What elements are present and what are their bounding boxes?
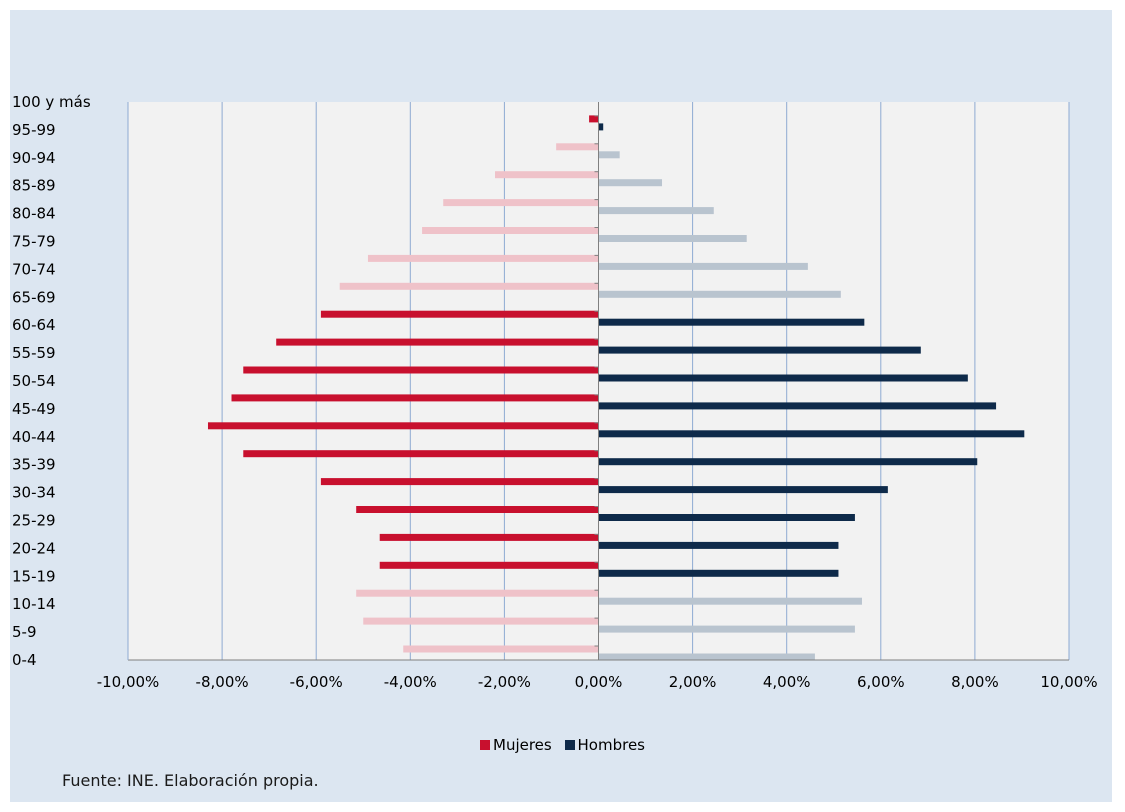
x-tick-label: -6,00% xyxy=(290,673,343,691)
category-label: 5-9 xyxy=(12,623,37,641)
category-label: 10-14 xyxy=(12,595,56,613)
legend-swatch-hombres xyxy=(564,740,575,750)
bar-mujeres-95-99 xyxy=(589,115,599,123)
category-label: 30-34 xyxy=(12,484,56,502)
bar-mujeres-0-4 xyxy=(403,645,599,653)
source-note: Fuente: INE. Elaboración propia. xyxy=(62,771,319,790)
legend-item-hombres: Hombres xyxy=(564,736,645,754)
category-label: 85-89 xyxy=(12,177,56,195)
bar-mujeres-80-84 xyxy=(443,199,599,207)
bar-mujeres-45-49 xyxy=(231,394,599,402)
bar-hombres-10-14 xyxy=(598,597,862,605)
bar-mujeres-60-64 xyxy=(320,310,599,318)
bar-hombres-30-34 xyxy=(598,486,888,494)
bar-mujeres-55-59 xyxy=(276,338,599,346)
bar-hombres-70-74 xyxy=(598,262,808,270)
x-tick-label: -10,00% xyxy=(97,673,160,691)
bar-mujeres-20-24 xyxy=(379,533,599,541)
bar-mujeres-25-29 xyxy=(356,506,599,513)
category-label: 65-69 xyxy=(12,288,56,306)
x-tick-label: 2,00% xyxy=(669,673,717,691)
legend-item-mujeres: Mujeres xyxy=(480,736,552,754)
bar-hombres-55-59 xyxy=(598,346,921,354)
bar-hombres-0-4 xyxy=(598,653,815,661)
bar-hombres-80-84 xyxy=(598,207,714,215)
x-tick-label: 8,00% xyxy=(951,673,999,691)
x-tick-label: 10,00% xyxy=(1040,673,1097,691)
bar-hombres-40-44 xyxy=(598,430,1025,438)
category-label: 95-99 xyxy=(12,121,56,139)
bar-mujeres-40-44 xyxy=(207,422,599,430)
bar-mujeres-70-74 xyxy=(367,254,599,262)
legend-label-hombres: Hombres xyxy=(577,736,645,754)
category-label: 0-4 xyxy=(12,651,37,669)
bar-hombres-75-79 xyxy=(598,235,747,242)
y-category-labels: 0-4 5-9 10-14 15-19 20-24 25-29 30-34 35-39 40-4… xyxy=(12,93,91,669)
axes xyxy=(127,102,1069,661)
category-label: 55-59 xyxy=(12,344,56,362)
category-label: 80-84 xyxy=(12,205,56,223)
legend: Mujeres Hombres xyxy=(0,736,1125,754)
bar-mujeres-90-94 xyxy=(556,143,599,151)
bar-mujeres-50-54 xyxy=(243,366,599,374)
bar-mujeres-65-69 xyxy=(339,282,599,290)
bar-mujeres-75-79 xyxy=(422,227,599,234)
bar-hombres-35-39 xyxy=(598,458,978,466)
x-tick-label: -8,00% xyxy=(196,673,249,691)
category-label: 25-29 xyxy=(12,512,56,530)
bar-hombres-15-19 xyxy=(598,569,839,577)
bar-mujeres-35-39 xyxy=(243,450,599,458)
bars xyxy=(207,115,1025,661)
bar-hombres-85-89 xyxy=(598,179,663,187)
bar-hombres-5-9 xyxy=(598,625,855,633)
category-label: 20-24 xyxy=(12,539,56,557)
category-label: 35-39 xyxy=(12,456,56,474)
bar-hombres-20-24 xyxy=(598,541,839,549)
x-tick-label: 4,00% xyxy=(763,673,811,691)
x-tick-label: -2,00% xyxy=(478,673,531,691)
category-label: 70-74 xyxy=(12,260,56,278)
x-tick-label: 6,00% xyxy=(857,673,905,691)
x-tick-labels: -10,00% -8,00% -6,00% -4,00% -2,00% 0,00% 2,00… xyxy=(97,673,1098,691)
category-label: 50-54 xyxy=(12,372,56,390)
category-label: 45-49 xyxy=(12,400,56,418)
x-tick-label: -4,00% xyxy=(384,673,437,691)
bar-mujeres-10-14 xyxy=(356,589,599,597)
x-tick-label: 0,00% xyxy=(575,673,623,691)
category-label: 40-44 xyxy=(12,428,56,446)
bar-hombres-65-69 xyxy=(598,290,841,298)
bar-hombres-25-29 xyxy=(598,514,855,521)
bar-hombres-60-64 xyxy=(598,318,865,326)
legend-label-mujeres: Mujeres xyxy=(493,736,552,754)
bar-mujeres-85-89 xyxy=(494,171,599,179)
bar-mujeres-30-34 xyxy=(320,478,599,486)
bar-mujeres-5-9 xyxy=(363,617,599,625)
bar-hombres-95-99 xyxy=(598,123,604,131)
bar-hombres-90-94 xyxy=(598,151,620,159)
category-label: 15-19 xyxy=(12,567,56,585)
bar-hombres-45-49 xyxy=(598,402,997,410)
category-label: 90-94 xyxy=(12,149,56,167)
bar-hombres-50-54 xyxy=(598,374,968,382)
category-label: 60-64 xyxy=(12,316,56,334)
category-label: 100 y más xyxy=(12,93,91,111)
category-label: 75-79 xyxy=(12,233,56,251)
bar-mujeres-15-19 xyxy=(379,561,599,569)
legend-swatch-mujeres xyxy=(480,740,490,750)
